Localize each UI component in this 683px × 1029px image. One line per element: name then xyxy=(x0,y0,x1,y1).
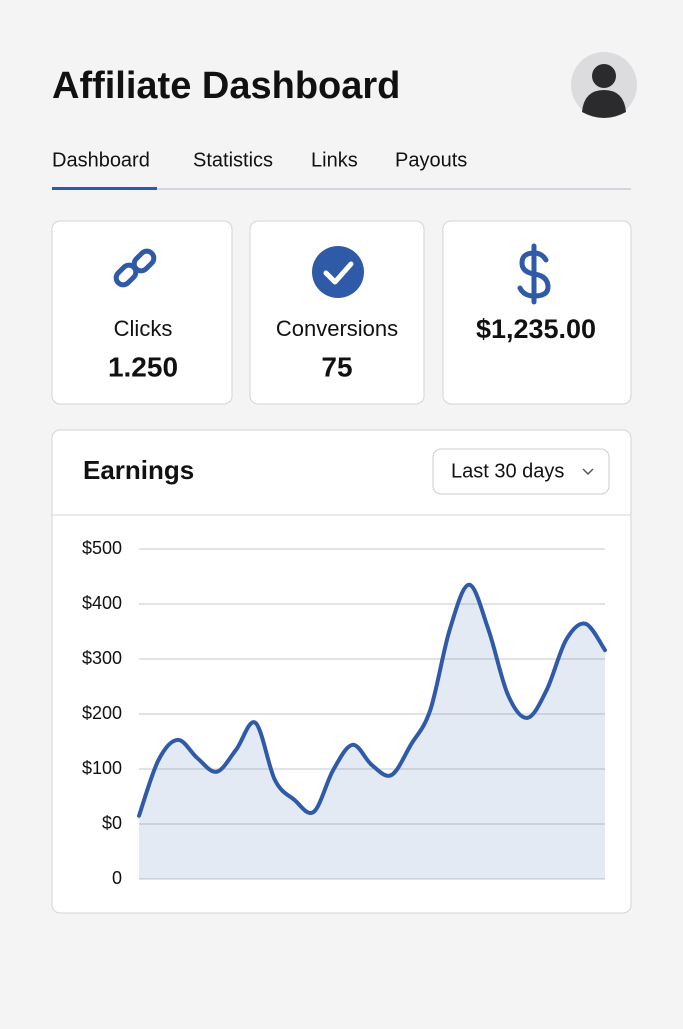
tab[interactable]: Links xyxy=(311,149,358,171)
y-tick-label: $0 xyxy=(102,813,122,833)
range-dropdown[interactable]: Last 30 days xyxy=(432,448,610,495)
y-tick-label: $100 xyxy=(82,758,122,778)
y-tick-label: $400 xyxy=(82,593,122,613)
y-tick-label: $300 xyxy=(82,648,122,668)
avatar[interactable] xyxy=(571,52,637,118)
tab[interactable]: Dashboard xyxy=(52,149,150,171)
dollar-icon xyxy=(517,243,551,305)
area xyxy=(139,584,605,879)
y-tick-label: $500 xyxy=(82,538,122,558)
tab[interactable]: Payouts xyxy=(395,149,467,171)
link-icon xyxy=(113,248,157,288)
chart-card xyxy=(51,429,632,914)
y-baseline-label: 0 xyxy=(112,868,122,888)
page-title: Affiliate Dashboard xyxy=(52,65,400,107)
stat-card xyxy=(442,220,632,405)
stat-card xyxy=(249,220,425,405)
line xyxy=(137,582,607,818)
dropdown-label: Last 30 days xyxy=(451,460,564,482)
tab[interactable]: Statistics xyxy=(193,149,273,171)
plot: $500 $400 $300 $200 $100 $0 0 xyxy=(82,538,607,888)
stat-value: 75 xyxy=(321,351,352,382)
chart-title: Earnings xyxy=(83,455,194,485)
stat-label: Clicks xyxy=(114,316,173,341)
stat-label: Conversions xyxy=(276,316,398,341)
check-icon xyxy=(312,246,364,298)
active-tab-underline xyxy=(52,187,157,190)
stat-value: $1,235.00 xyxy=(476,314,596,344)
stat-card xyxy=(51,220,233,405)
stat-value: 1.250 xyxy=(108,351,178,382)
y-tick-label: $200 xyxy=(82,703,122,723)
